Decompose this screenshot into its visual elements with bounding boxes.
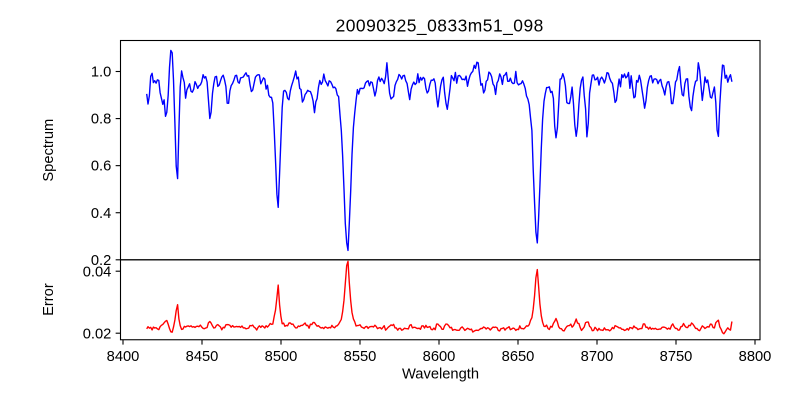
svg-text:8650: 8650 (502, 349, 535, 365)
svg-text:Spectrum: Spectrum (41, 119, 57, 182)
svg-text:Wavelength: Wavelength (402, 367, 479, 383)
svg-text:8600: 8600 (423, 349, 456, 365)
svg-text:0.04: 0.04 (83, 264, 112, 280)
svg-text:8400: 8400 (107, 349, 140, 365)
svg-text:8500: 8500 (265, 349, 298, 365)
svg-text:0.4: 0.4 (91, 206, 111, 222)
svg-text:8800: 8800 (739, 349, 772, 365)
svg-text:0.6: 0.6 (91, 159, 111, 175)
svg-text:0.02: 0.02 (83, 326, 112, 342)
svg-text:0.2: 0.2 (91, 253, 111, 269)
svg-text:8700: 8700 (581, 349, 614, 365)
svg-text:20090325_0833m51_098: 20090325_0833m51_098 (336, 15, 544, 35)
svg-text:8550: 8550 (344, 349, 377, 365)
svg-text:Error: Error (41, 283, 57, 316)
svg-text:8450: 8450 (186, 349, 219, 365)
svg-text:0.8: 0.8 (91, 112, 111, 128)
svg-text:8750: 8750 (660, 349, 693, 365)
svg-text:1.0: 1.0 (91, 65, 111, 81)
